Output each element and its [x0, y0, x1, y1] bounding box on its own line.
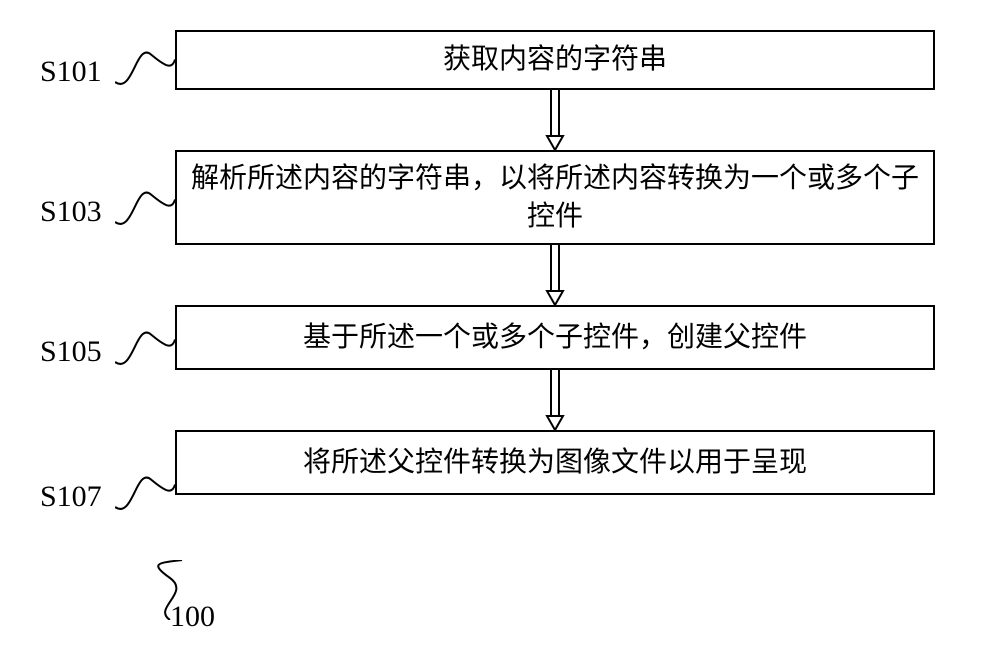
- flow-step-s103: 解析所述内容的字符串，以将所述内容转换为一个或多个子控件: [175, 150, 935, 245]
- flow-step-s107: 将所述父控件转换为图像文件以用于呈现: [175, 430, 935, 495]
- flow-arrow: [543, 90, 567, 150]
- connector-curve: [115, 182, 175, 232]
- flow-step-label-s105: S105: [40, 335, 102, 369]
- flow-step-label-s103: S103: [40, 195, 102, 229]
- connector-curve: [115, 42, 175, 92]
- flow-step-text: 获取内容的字符串: [443, 41, 667, 79]
- flow-step-text: 解析所述内容的字符串，以将所述内容转换为一个或多个子控件: [187, 160, 923, 236]
- connector-curve: [140, 560, 200, 620]
- flow-step-label-s101: S101: [40, 55, 102, 89]
- flow-step-text: 将所述父控件转换为图像文件以用于呈现: [303, 444, 807, 482]
- connector-curve: [115, 322, 175, 372]
- flow-step-s101: 获取内容的字符串: [175, 30, 935, 90]
- connector-curve: [115, 467, 175, 517]
- flowchart-canvas: 获取内容的字符串 S101 解析所述内容的字符串，以将所述内容转换为一个或多个子控件…: [0, 0, 1000, 672]
- flow-step-text: 基于所述一个或多个子控件，创建父控件: [303, 319, 807, 357]
- flow-arrow: [543, 370, 567, 430]
- flow-step-s105: 基于所述一个或多个子控件，创建父控件: [175, 305, 935, 370]
- flow-step-label-s107: S107: [40, 480, 102, 514]
- flow-arrow: [543, 245, 567, 305]
